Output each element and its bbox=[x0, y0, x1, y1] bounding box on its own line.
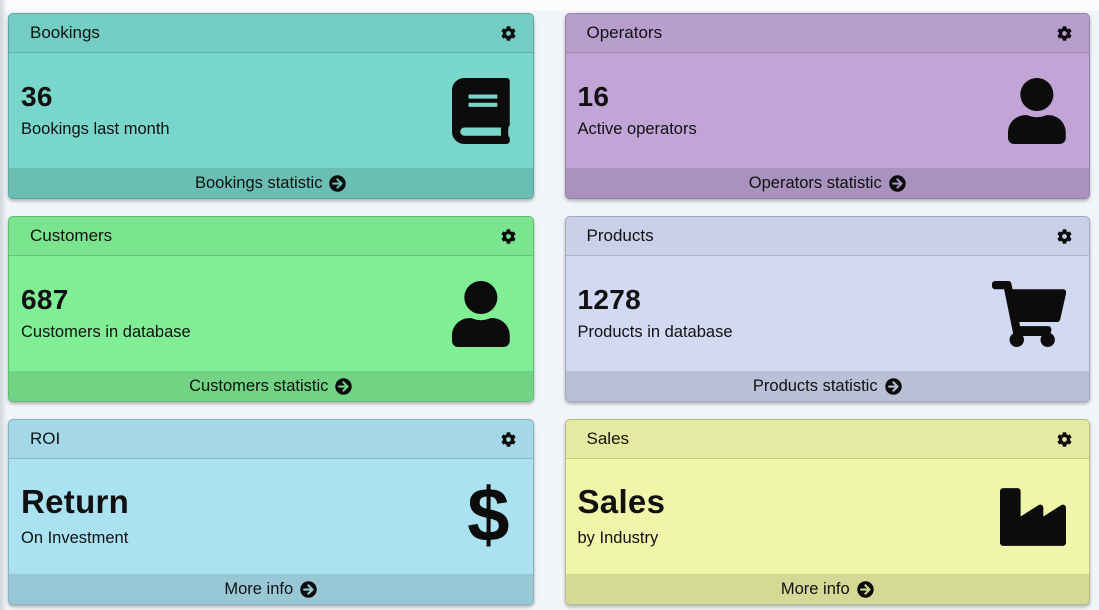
card-products-body: 1278 Products in database bbox=[566, 256, 1090, 371]
card-title: Products bbox=[586, 226, 654, 245]
card-value: Sales bbox=[577, 482, 666, 520]
card-label: Bookings last month bbox=[21, 120, 170, 139]
gear-icon[interactable] bbox=[1057, 25, 1072, 41]
gear-icon[interactable] bbox=[1057, 431, 1072, 447]
card-bookings-footer-link[interactable]: Bookings statistic bbox=[9, 168, 533, 198]
card-roi-body: Return On Investment $ bbox=[9, 459, 533, 574]
footer-link-label: More info bbox=[224, 579, 294, 598]
card-roi-footer-link[interactable]: More info bbox=[9, 574, 533, 604]
gear-icon[interactable] bbox=[501, 25, 516, 41]
card-title: Customers bbox=[30, 226, 113, 245]
gear-icon[interactable] bbox=[1057, 228, 1072, 244]
arrow-circle-right-icon bbox=[889, 174, 906, 192]
card-title: ROI bbox=[30, 429, 61, 448]
card-sales-footer-link[interactable]: More info bbox=[565, 574, 1089, 604]
card-label: Customers in database bbox=[21, 323, 191, 342]
gear-icon[interactable] bbox=[501, 228, 516, 244]
card-title: Operators bbox=[586, 23, 663, 42]
book-icon bbox=[451, 77, 510, 144]
card-customers-footer-link[interactable]: Customers statistic bbox=[9, 371, 533, 401]
arrow-circle-right-icon bbox=[335, 377, 353, 395]
window-edge bbox=[0, 0, 7, 610]
dollar-sign-icon: $ bbox=[467, 473, 510, 559]
card-label: Active operators bbox=[577, 120, 697, 139]
card-operators-header: Operators bbox=[565, 14, 1089, 53]
card-operators-footer-link[interactable]: Operators statistic bbox=[565, 168, 1089, 198]
card-sales-body: Sales by Industry bbox=[566, 459, 1090, 574]
card-bookings-header: Bookings bbox=[9, 14, 533, 53]
card-operators-body: 16 Active operators bbox=[566, 53, 1090, 168]
card-value: 16 bbox=[577, 80, 610, 112]
shopping-cart-icon bbox=[991, 280, 1066, 347]
card-label: On Investment bbox=[21, 529, 129, 548]
arrow-circle-right-icon bbox=[856, 580, 874, 598]
card-customers-header: Customers bbox=[9, 217, 533, 256]
card-value: 36 bbox=[21, 80, 53, 112]
card-label: by Industry bbox=[577, 529, 659, 548]
gear-icon[interactable] bbox=[501, 431, 516, 447]
card-customers-body: 687 Customers in database bbox=[9, 256, 533, 371]
card-value: 1278 bbox=[577, 283, 641, 315]
user-icon bbox=[1008, 77, 1066, 144]
arrow-circle-right-icon bbox=[884, 377, 902, 395]
card-products-header: Products bbox=[565, 217, 1089, 256]
footer-link-label: More info bbox=[780, 579, 850, 598]
user-icon bbox=[451, 280, 510, 347]
card-label: Products in database bbox=[577, 323, 733, 342]
arrow-circle-right-icon bbox=[329, 174, 347, 192]
card-bookings-body: 36 Bookings last month bbox=[9, 53, 533, 168]
card-products: Products 1278 Products in database Produ… bbox=[564, 216, 1090, 402]
arrow-circle-right-icon bbox=[300, 580, 317, 598]
card-sales: Sales Sales by Industry More info bbox=[564, 419, 1090, 605]
card-value: Return bbox=[21, 482, 130, 520]
card-roi-header: ROI bbox=[9, 420, 533, 459]
card-products-footer-link[interactable]: Products statistic bbox=[565, 371, 1089, 401]
footer-link-label: Customers statistic bbox=[189, 376, 329, 395]
footer-link-label: Bookings statistic bbox=[195, 173, 323, 192]
industry-icon bbox=[1000, 484, 1066, 550]
card-title: Sales bbox=[586, 429, 630, 448]
footer-link-label: Products statistic bbox=[752, 376, 878, 395]
card-bookings: Bookings 36 Bookings last month Bookings… bbox=[8, 13, 534, 199]
card-value: 687 bbox=[21, 283, 69, 315]
card-sales-header: Sales bbox=[565, 420, 1089, 459]
card-operators: Operators 16 Active operators Operators … bbox=[564, 13, 1090, 199]
card-title: Bookings bbox=[30, 23, 100, 42]
card-customers: Customers 687 Customers in database Cust… bbox=[8, 216, 534, 402]
card-roi: ROI Return On Investment $ More info bbox=[8, 419, 534, 605]
footer-link-label: Operators statistic bbox=[748, 173, 882, 192]
